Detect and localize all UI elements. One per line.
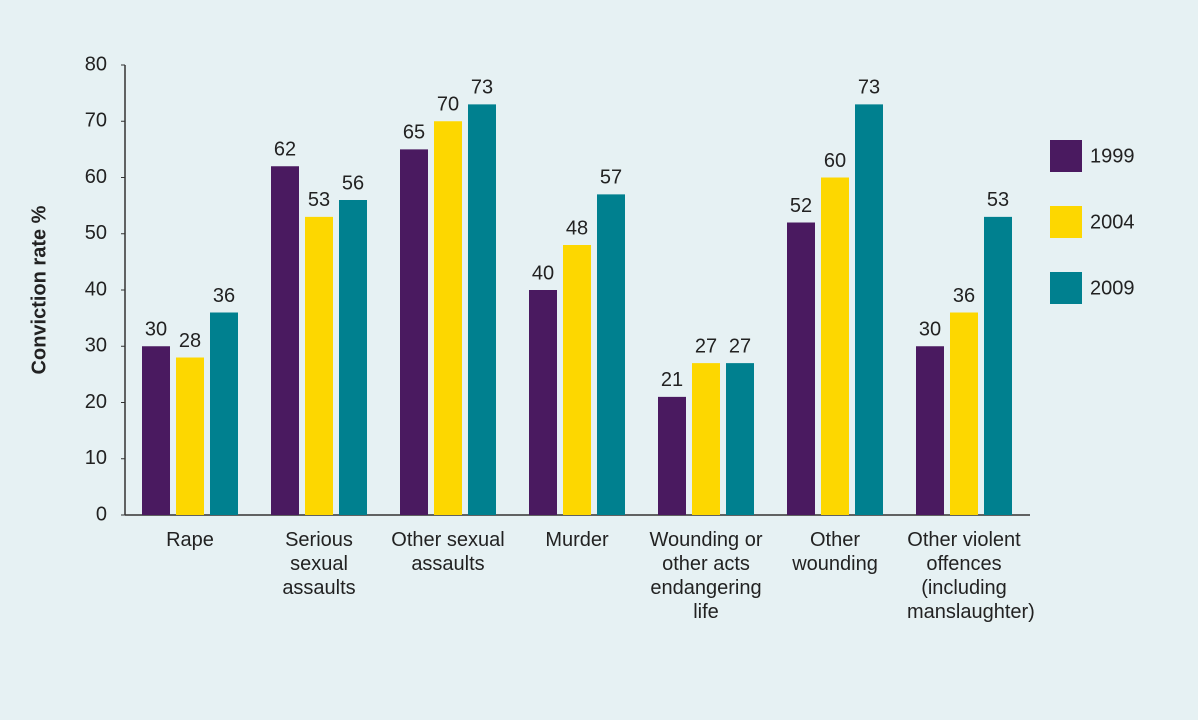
x-tick-label: Murder [545,529,609,551]
bar [916,346,944,515]
data-label: 65 [403,122,425,144]
data-label: 27 [695,335,717,357]
y-tick-label: 30 [85,335,107,357]
data-label: 28 [179,330,201,352]
bar [339,200,367,515]
legend-swatch [1050,140,1082,172]
data-label: 73 [858,77,880,99]
data-label: 60 [824,150,846,172]
bar [597,194,625,515]
bar [855,104,883,515]
data-label: 30 [919,319,941,341]
legend-swatch [1050,206,1082,238]
data-label: 36 [953,285,975,307]
legend-swatch [1050,272,1082,304]
bar [821,177,849,515]
y-tick-label: 0 [96,503,107,525]
x-tick-label: Other violent offences (including mansla… [907,529,1035,623]
x-tick-label: Wounding or other acts endangering life [649,529,763,623]
legend-label: 2004 [1090,211,1135,233]
data-label: 53 [308,189,330,211]
y-tick-label: 50 [85,222,107,244]
y-tick-label: 40 [85,278,107,300]
bar [563,245,591,515]
bar [434,121,462,515]
bar [271,166,299,515]
bar [726,363,754,515]
y-tick-label: 10 [85,447,107,469]
data-label: 52 [790,195,812,217]
bar [658,396,686,515]
bar [984,216,1012,515]
data-label: 56 [342,172,364,194]
x-tick-label: Other wounding [792,529,878,575]
data-label: 40 [532,262,554,284]
x-tick-label: Serious sexual assaults [282,529,356,599]
y-tick-label: 70 [85,110,107,132]
bar [692,363,720,515]
data-label: 21 [661,369,683,391]
bar [142,346,170,515]
data-label: 73 [471,77,493,99]
bar [305,216,333,515]
x-tick-label: Other sexual assaults [391,529,505,575]
bar [950,312,978,515]
data-label: 62 [274,139,296,161]
data-label: 70 [437,94,459,116]
bar [787,222,815,515]
data-label: 27 [729,335,751,357]
data-label: 53 [987,189,1009,211]
y-tick-label: 60 [85,166,107,188]
data-label: 36 [213,285,235,307]
data-label: 30 [145,319,167,341]
bar [529,290,557,515]
y-tick-label: 20 [85,391,107,413]
x-tick-label: Rape [166,529,214,551]
legend-label: 1999 [1090,145,1135,167]
y-tick-label: 80 [85,53,107,75]
y-axis-label: Conviction rate % [28,205,50,374]
legend-label: 2009 [1090,277,1135,299]
data-label: 57 [600,167,622,189]
bar [468,104,496,515]
data-label: 48 [566,217,588,239]
bar [176,357,204,515]
bar [210,312,238,515]
bar [400,149,428,515]
